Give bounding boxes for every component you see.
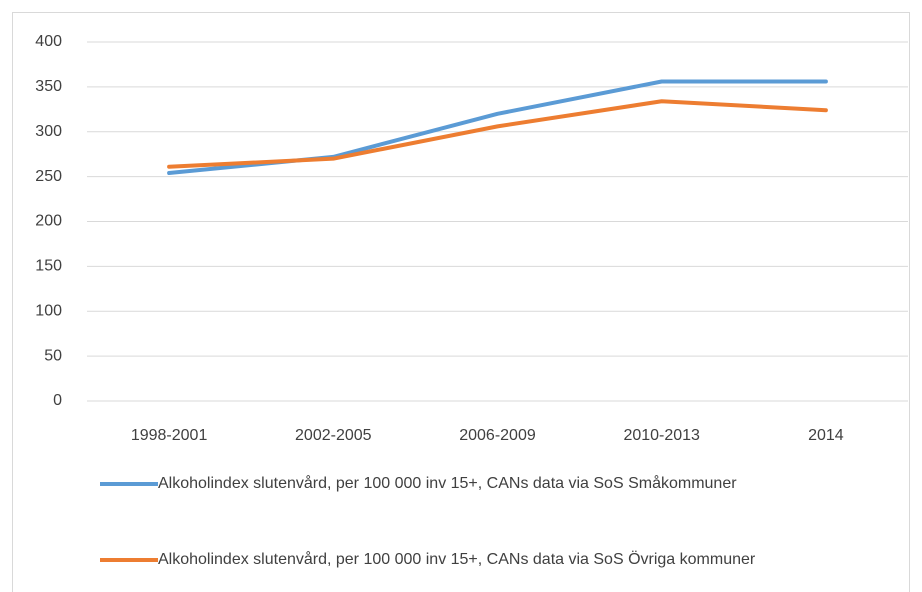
x-tick-label: 1998-2001 <box>131 427 208 444</box>
x-tick-label: 2002-2005 <box>295 427 372 444</box>
x-tick-label: 2010-2013 <box>623 427 700 444</box>
y-tick-label: 250 <box>35 168 62 185</box>
y-tick-label: 400 <box>35 33 62 50</box>
y-tick-label: 50 <box>44 347 62 364</box>
legend-label: Alkoholindex slutenvård, per 100 000 inv… <box>158 475 737 492</box>
chart-border <box>12 12 910 592</box>
x-tick-label: 2014 <box>808 427 844 444</box>
y-tick-label: 300 <box>35 123 62 140</box>
series-line <box>167 99 828 169</box>
y-tick-label: 100 <box>35 302 62 319</box>
y-tick-label: 0 <box>53 392 62 409</box>
y-tick-label: 150 <box>35 258 62 275</box>
x-tick-label: 2006-2009 <box>459 427 536 444</box>
y-tick-label: 350 <box>35 78 62 95</box>
y-tick-label: 200 <box>35 213 62 230</box>
legend-label: Alkoholindex slutenvård, per 100 000 inv… <box>158 551 756 568</box>
